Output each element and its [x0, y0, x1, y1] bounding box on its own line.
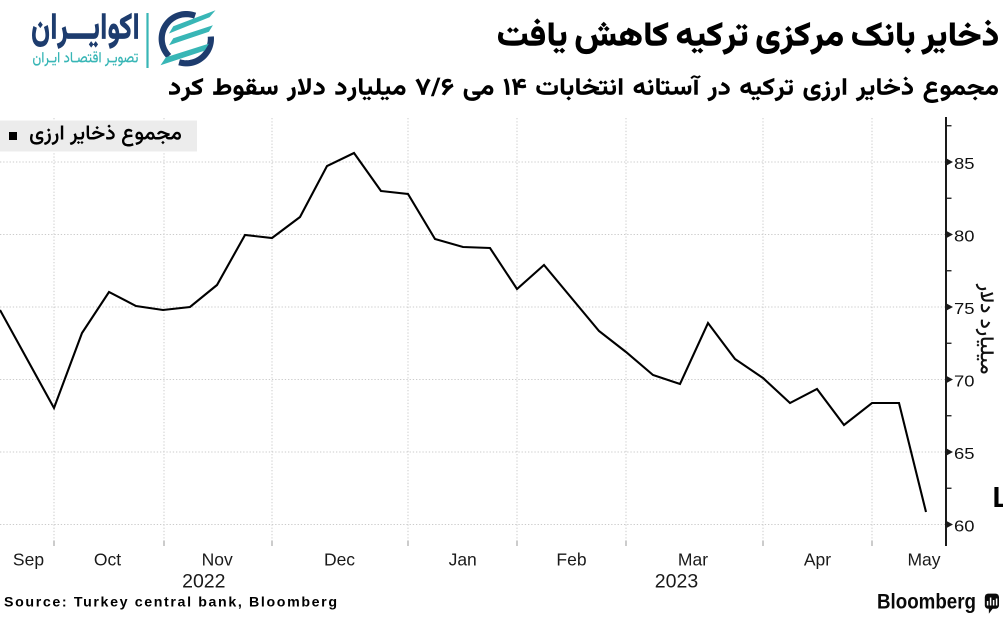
svg-text:85: 85: [954, 156, 975, 173]
svg-text:May: May: [907, 550, 940, 570]
svg-text:60: 60: [954, 519, 975, 536]
svg-text:Bloomberg: Bloomberg: [877, 590, 976, 614]
svg-text:70: 70: [954, 374, 975, 391]
svg-text:L: L: [993, 482, 1003, 514]
svg-text:Jan: Jan: [449, 550, 477, 570]
svg-text:Mar: Mar: [678, 550, 708, 570]
svg-text:2022: 2022: [182, 571, 225, 593]
svg-text:2023: 2023: [655, 571, 698, 593]
svg-text:75: 75: [954, 301, 975, 318]
svg-text:65: 65: [954, 446, 975, 463]
svg-text:Sep: Sep: [13, 550, 44, 570]
svg-text:Source: Turkey central bank,: Source: Turkey central bank, Bloomberg: [4, 595, 337, 611]
svg-text:Apr: Apr: [804, 550, 831, 570]
svg-text:Nov: Nov: [202, 550, 233, 570]
svg-text:Oct: Oct: [94, 550, 121, 570]
svg-text:80: 80: [954, 229, 975, 246]
svg-text:Dec: Dec: [324, 550, 355, 570]
svg-text:Feb: Feb: [556, 550, 586, 570]
